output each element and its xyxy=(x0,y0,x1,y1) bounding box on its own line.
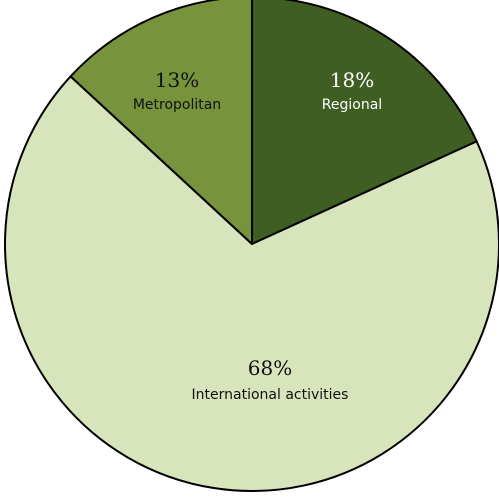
slice-name-label-international-activities: International activities xyxy=(192,387,349,403)
slice-percent-label-international-activities: 68% xyxy=(248,356,292,380)
pie-slices xyxy=(4,0,499,493)
pie-slice-international-activities xyxy=(4,75,499,493)
slice-name-label-metropolitan: Metropolitan xyxy=(133,97,221,113)
pie-slice-regional xyxy=(251,0,478,245)
slice-percent-label-metropolitan: 13% xyxy=(155,68,199,92)
pie-labels: 18% Regional 68% International activities 13… xyxy=(133,68,382,403)
pie-slice-metropolitan xyxy=(69,0,253,245)
slice-percent-label-regional: 18% xyxy=(330,68,374,92)
slice-name-label-regional: Regional xyxy=(322,97,382,113)
